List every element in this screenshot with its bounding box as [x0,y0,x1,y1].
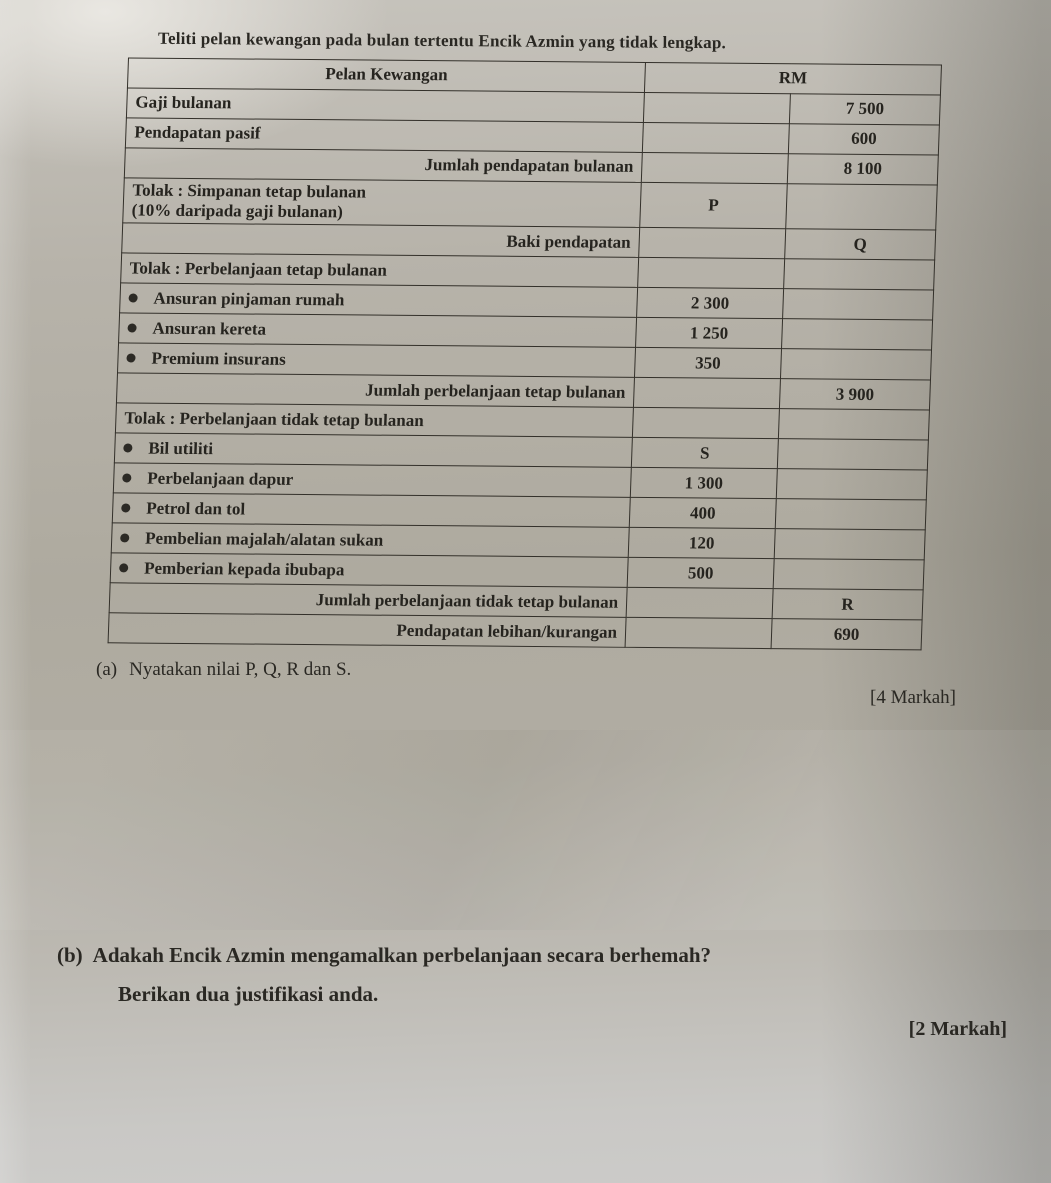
header-rm: RM [644,62,942,96]
row-label: Jumlah pendapatan bulanan [124,147,643,183]
row-label-text: Pemberian kepada ibubapa [143,558,345,579]
row-label: Baki pendapatan [121,223,640,258]
table-row: Pendapatan lebihan/kurangan 690 [108,612,923,650]
right-value-cell [776,468,928,501]
mid-value-cell: P [639,182,788,229]
question-a-text: Nyatakan nilai P, Q, R dan S. [129,659,352,680]
mid-value-cell: 1 300 [630,467,778,499]
table-row: Tolak : Simpanan tetap bulanan (10% darip… [122,177,938,231]
mid-value-cell: 1 250 [635,317,783,349]
paper-sheen [0,730,1051,930]
row-label: Ansuran pinjaman rumah [119,282,638,318]
question-b-marks: [2 Markah] [908,1018,1007,1040]
mid-value-cell [643,92,791,124]
mid-value-cell: 500 [627,557,775,589]
right-value-cell [778,408,930,441]
mid-value-cell [625,617,773,649]
row-label: Pendapatan lebihan/kurangan [108,612,627,648]
right-value-cell: 8 100 [787,153,939,186]
bullet-icon [122,473,132,483]
row-label: Perbelanjaan dapur [113,462,632,498]
bullet-icon [128,293,138,303]
row-label-line2: (10% daripada gaji bulanan) [131,200,344,222]
bullet-icon [120,533,130,543]
row-label: Ansuran kereta [118,312,637,348]
question-b-text-line2: Berikan dua justifikasi anda. [118,982,379,1006]
right-value-cell: Q [784,228,936,261]
row-label: Bil utiliti [114,432,633,468]
question-intro-text: Teliti pelan kewangan pada bulan tertent… [157,28,727,53]
right-value-cell [780,348,932,381]
row-label: Jumlah perbelanjaan tetap bulanan [116,372,635,408]
row-label-text: Petrol dan tol [145,498,246,519]
bullet-icon [123,443,133,453]
row-label-text: Ansuran kereta [152,318,267,339]
row-label-text: Pembelian majalah/alatan sukan [144,528,384,550]
row-label: Jumlah perbelanjaan tidak tetap bulanan [109,582,628,618]
question-a-prefix: (a) [96,659,118,680]
right-value-cell: 7 500 [789,93,941,126]
row-label: Tolak : Perbelanjaan tidak tetap bulanan [115,402,634,438]
mid-value-cell [632,407,780,439]
row-label: Tolak : Simpanan tetap bulanan (10% darip… [122,177,642,228]
row-label: Pembelian majalah/alatan sukan [111,522,630,558]
row-label: Petrol dan tol [112,492,631,528]
mid-value-cell: 400 [629,497,777,529]
right-value-cell: 3 900 [779,378,931,411]
mid-value-cell [642,122,790,154]
header-plan-kewangan: Pelan Kewangan [127,57,646,93]
question-a: (a) Nyatakan nilai P, Q, R dan S. [96,659,351,681]
row-label: Premium insurans [117,342,636,378]
financial-plan-table: Pelan Kewangan RM Gaji bulanan 7 500 Pendapa… [108,57,942,650]
row-label: Gaji bulanan [126,87,645,123]
mid-value-cell [637,257,785,289]
right-value-cell [783,258,935,291]
row-label-text: Ansuran pinjaman rumah [153,288,345,309]
right-value-cell [785,183,938,231]
bullet-icon [127,323,137,333]
row-label: Pemberian kepada ibubapa [110,552,629,588]
question-b: (b) Adakah Encik Azmin mengamalkan perbel… [57,943,711,968]
mid-value-cell: 350 [634,347,782,379]
bullet-icon [119,563,129,573]
bullet-icon [126,353,136,363]
mid-value-cell [626,587,774,619]
row-label: Pendapatan pasif [125,117,644,153]
question-a-marks: [4 Markah] [870,687,956,708]
bullet-icon [121,503,131,513]
mid-value-cell: 120 [628,527,776,559]
mid-value-cell [641,152,789,184]
row-label-text: Premium insurans [151,348,287,369]
right-value-cell [781,318,933,351]
mid-value-cell: S [631,437,779,469]
mid-value-cell [638,227,786,259]
mid-value-cell: 2 300 [636,287,784,319]
right-value-cell: 690 [771,618,923,650]
row-label-text: Perbelanjaan dapur [147,468,294,489]
right-value-cell [775,498,927,531]
row-label-text: Bil utiliti [148,438,214,458]
right-value-cell: R [772,588,924,620]
right-value-cell [782,288,934,321]
question-b-prefix: (b) [57,943,83,967]
right-value-cell [777,438,929,471]
right-value-cell: 600 [788,123,940,156]
row-label: Tolak : Perbelanjaan tetap bulanan [120,252,639,288]
right-value-cell [773,558,925,591]
question-b-text-line1: Adakah Encik Azmin mengamalkan perbelanj… [92,943,712,967]
mid-value-cell [633,377,781,409]
right-value-cell [774,528,926,561]
